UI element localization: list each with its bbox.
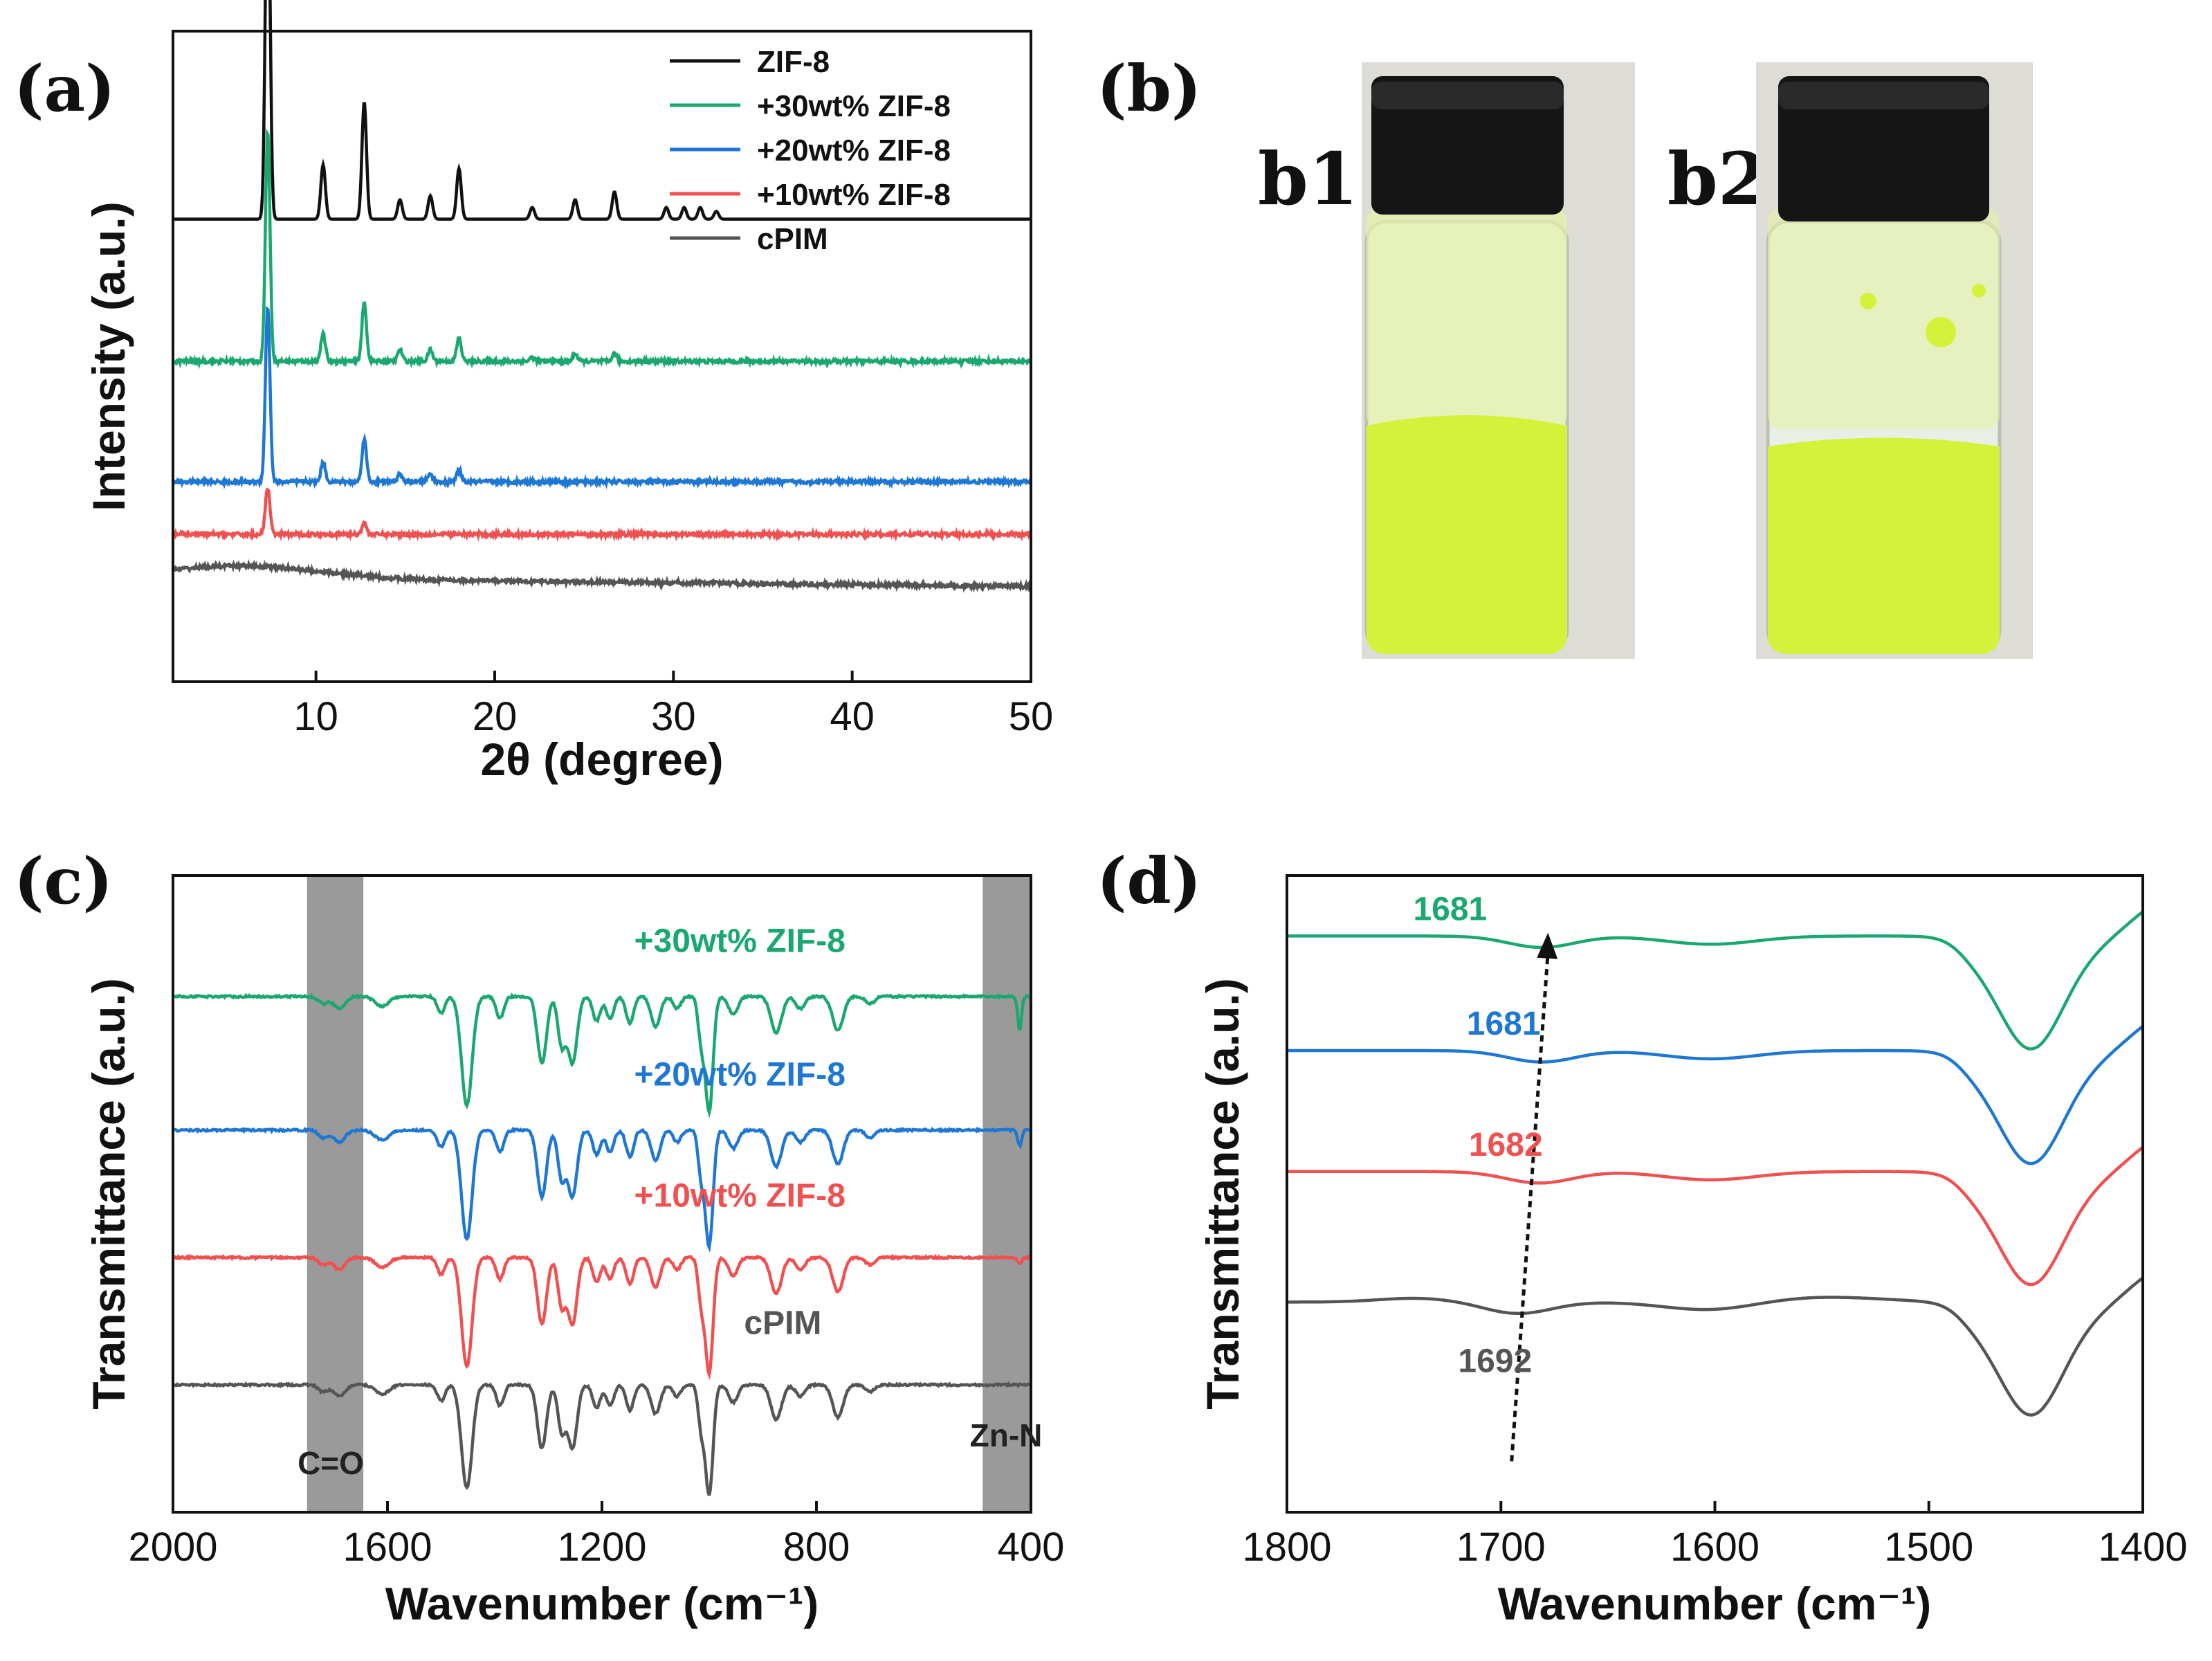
ftir-x-tick-label: 2000 [128, 1525, 217, 1570]
peak-shift-arrow-line [1510, 952, 1550, 1462]
panel-b-photos: (b) b1 b2 [1097, 51, 2033, 659]
vial-b2-cap-top [1778, 82, 1989, 109]
ftir-zoom-peak-label-30wt-zif-8: 1681 [1413, 891, 1487, 927]
vial-b2-liquid [1768, 437, 2000, 654]
xrd-x-tick-label: 40 [830, 694, 875, 739]
xrd-plot-area [171, 0, 1033, 593]
ftir-zoom-series-line-30wt-zif-8 [1287, 910, 2144, 1051]
xrd-legend-label-30wt-zif-8: +30wt% ZIF-8 [757, 89, 951, 123]
xrd-legend-label-20wt-zif-8: +20wt% ZIF-8 [757, 134, 951, 167]
vial-b1-liquid [1366, 415, 1567, 654]
ftir-zoom-series-line-20wt-zif-8 [1287, 1025, 2144, 1165]
vial-b2-droplet [1972, 284, 1986, 298]
vial-b2-droplet [1926, 317, 1956, 347]
xrd-x-tick-label: 50 [1009, 694, 1054, 739]
ftir-zoom-y-axis-title: Transmittance (a.u.) [1197, 978, 1248, 1410]
vial-b1-cap-top [1371, 82, 1564, 109]
ftir-zoom-series-line-cpim [1287, 1276, 2144, 1417]
ftir-zoom-x-tick-label: 1600 [1670, 1525, 1759, 1570]
vial-b1-headspace [1366, 208, 1567, 429]
ftir-shaded-bands [307, 875, 1031, 1512]
photo-b2 [1756, 62, 2033, 659]
xrd-series-line-10wt-zif-8 [172, 487, 1032, 543]
ftir-y-axis-title: Transmittance (a.u.) [83, 978, 134, 1410]
ftir-x-tick-label: 1600 [342, 1525, 432, 1570]
ftir-zoom-peak-label-20wt-zif-8: 1681 [1467, 1006, 1541, 1042]
xrd-legend-label-cpim: cPIM [757, 222, 828, 256]
ftir-plot-area [172, 992, 1032, 1496]
ftir-zn-n-band-label: Zn-N [970, 1417, 1043, 1453]
xrd-legend-label-10wt-zif-8: +10wt% ZIF-8 [757, 178, 951, 212]
xrd-x-axis-title: 2θ (degree) [480, 734, 723, 785]
ftir-zoom-x-tick-label: 1700 [1456, 1525, 1546, 1570]
panel-a-letter: (a) [14, 51, 116, 126]
peak-shift-arrow-head [1537, 932, 1558, 959]
vial-b2-headspace [1768, 208, 2000, 429]
ftir-x-tick-label: 400 [998, 1525, 1065, 1570]
xrd-series-line-zif-8 [173, 0, 1031, 221]
ftir-zoom-x-axis-title: Wavenumber (cm⁻¹) [1498, 1578, 1931, 1629]
photo-b2-label: b2 [1667, 136, 1768, 221]
vial-b1-cap [1371, 76, 1564, 215]
xrd-x-tick-label: 20 [473, 694, 518, 739]
xrd-series-line-30wt-zif-8 [171, 128, 1033, 370]
ftir-series-line-20wt-zif-8 [172, 1126, 1032, 1253]
ftir-zoom-series-line-10wt-zif-8 [1287, 1145, 2144, 1287]
ftir-x-tick-label: 1200 [557, 1525, 646, 1570]
ftir-c-o-band-label: C=O [298, 1445, 364, 1481]
ftir-zoom-x-tick-label: 1400 [2098, 1525, 2187, 1570]
ftir-series-label-20wt-zif-8: +20wt% ZIF-8 [634, 1057, 846, 1093]
xrd-series-line-cpim [171, 559, 1032, 593]
xrd-legend: ZIF-8 +30wt% ZIF-8 +20wt% ZIF-8 +10wt% ZIF-… [670, 45, 951, 256]
ftir-series-line-10wt-zif-8 [172, 1253, 1032, 1381]
photo-b1 [1362, 62, 1635, 659]
xrd-series-line-20wt-zif-8 [172, 305, 1032, 490]
panel-c-letter: (c) [14, 844, 113, 918]
ftir-shaded-band-c-o [307, 875, 364, 1512]
photo-b1-label: b1 [1258, 136, 1358, 221]
ftir-zoom-plot-area [1287, 910, 2144, 1417]
ftir-series-label-30wt-zif-8: +30wt% ZIF-8 [634, 923, 846, 959]
ftir-zoom-peak-label-10wt-zif-8: 1682 [1469, 1127, 1543, 1163]
ftir-plot-frame [172, 874, 1032, 1514]
ftir-x-ticks: 2000 1600 1200 800 400 [128, 1501, 1064, 1570]
ftir-zoom-peak-label-cpim: 1692 [1458, 1343, 1532, 1380]
xrd-x-ticks: 10 20 30 40 50 [293, 671, 1053, 739]
ftir-zoom-x-tick-label: 1500 [1884, 1525, 1973, 1570]
ftir-series-line-cpim [172, 1381, 1032, 1496]
ftir-x-tick-label: 800 [783, 1525, 850, 1570]
xrd-x-tick-label: 10 [293, 694, 338, 739]
ftir-zoom-plot-frame [1286, 874, 2144, 1514]
xrd-legend-label-zif-8: ZIF-8 [757, 45, 830, 79]
ftir-series-line-30wt-zif-8 [172, 992, 1032, 1118]
ftir-series-labels: +30wt% ZIF-8 +20wt% ZIF-8 +10wt% ZIF-8 cPIM [634, 923, 846, 1341]
ftir-shaded-band-zn-n [982, 875, 1031, 1512]
panel-b-letter: (b) [1097, 51, 1201, 126]
xrd-x-tick-label: 30 [651, 694, 696, 739]
xrd-y-axis-title: Intensity (a.u.) [83, 201, 134, 511]
panel-d-ftir-zoom-chart: (d) 1800 1700 1600 1500 1400 Wavenumber (cm⁻… [1097, 844, 2188, 1629]
xrd-plot-frame [172, 30, 1032, 683]
vial-b2-droplet [1860, 293, 1876, 309]
vial-b2-cap [1778, 76, 1989, 221]
ftir-zoom-x-tick-label: 1800 [1242, 1525, 1331, 1570]
ftir-zoom-x-ticks: 1800 1700 1600 1500 1400 [1242, 1501, 2188, 1570]
ftir-zoom-peak-labels: 1681 1681 1682 1692 [1413, 891, 1542, 1379]
ftir-series-label-10wt-zif-8: +10wt% ZIF-8 [634, 1177, 846, 1214]
panel-a-xrd-chart: (a) 10 20 30 40 50 2θ (degree) Intensity (a.… [14, 0, 1053, 785]
peak-shift-arrow [1510, 932, 1558, 1462]
panel-d-letter: (d) [1097, 844, 1201, 918]
panel-c-ftir-chart: (c) 2000 1600 1200 800 400 Wavenumber (cm⁻¹)… [14, 844, 1064, 1629]
ftir-series-label-cpim: cPIM [744, 1305, 821, 1341]
ftir-x-axis-title: Wavenumber (cm⁻¹) [385, 1578, 819, 1629]
